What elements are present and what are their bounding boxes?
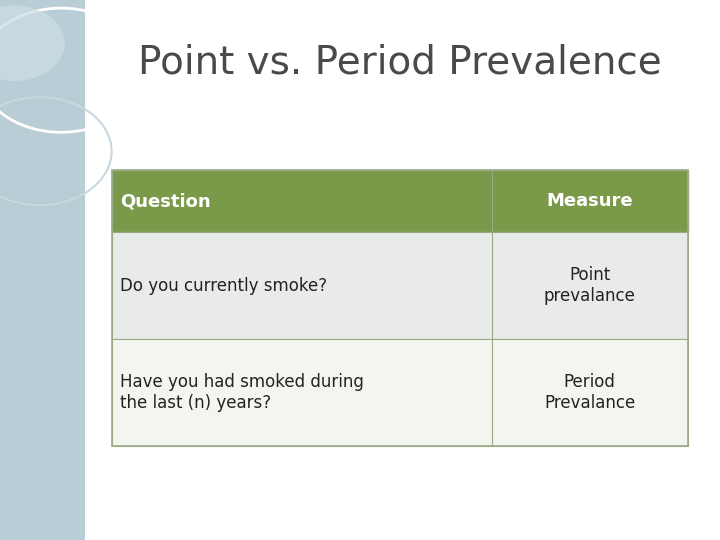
Text: Question: Question [120, 192, 211, 210]
Bar [112, 170, 688, 446]
Text: Have you had smoked during
the last (n) years?: Have you had smoked during the last (n) … [120, 373, 364, 411]
Bar [0, 0, 85, 540]
Text: Period
Prevalance: Period Prevalance [544, 373, 635, 411]
Bar [112, 170, 688, 232]
Circle shape [0, 5, 65, 81]
Text: Do you currently smoke?: Do you currently smoke? [120, 276, 328, 294]
Text: Point vs. Period Prevalence: Point vs. Period Prevalence [138, 43, 662, 81]
Bar [112, 339, 688, 446]
Text: Measure: Measure [546, 192, 633, 210]
Text: Point
prevalance: Point prevalance [544, 266, 636, 305]
Bar [112, 232, 688, 339]
